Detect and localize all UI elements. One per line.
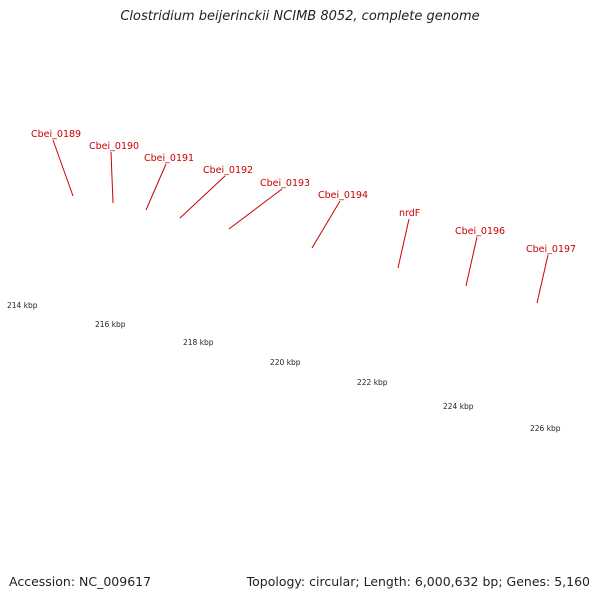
gene-label: nrdF	[399, 208, 420, 219]
gene-leader-line	[536, 254, 549, 304]
gene-label: Cbei_0194	[318, 190, 368, 201]
kbp-label: 218 kbp	[183, 338, 214, 347]
gene-label: Cbei_0189	[31, 129, 81, 140]
kbp-label: 224 kbp	[443, 402, 474, 411]
gene-leader-line	[465, 236, 478, 287]
genome-summary-text: Topology: circular; Length: 6,000,632 bp…	[246, 574, 590, 589]
gene-leader-line	[228, 188, 283, 230]
gene-leader-line	[397, 218, 410, 269]
kbp-label: 220 kbp	[270, 358, 301, 367]
kbp-label: 222 kbp	[357, 378, 388, 387]
gene-leader-line	[311, 200, 341, 249]
kbp-label: 226 kbp	[530, 424, 561, 433]
accession-text: Accession: NC_009617	[9, 574, 152, 589]
gene-label: Cbei_0193	[260, 178, 310, 189]
label-layer: 214 kbp 216 kbp 218 kbp 220 kbp 222 kbp 224 k…	[7, 129, 576, 433]
gene-label: Cbei_0197	[526, 244, 576, 255]
gene-label: Cbei_0192	[203, 165, 253, 176]
gene-leader-line	[110, 151, 114, 204]
map-title: Clostridium beijerinckii NCIMB 8052, com…	[120, 9, 480, 24]
kbp-label: 214 kbp	[7, 301, 38, 310]
gene-label: Cbei_0190	[89, 141, 139, 152]
gene-leader-line	[52, 139, 74, 197]
gene-leader-line	[145, 163, 167, 211]
gene-label: Cbei_0191	[144, 153, 194, 164]
gene-label: Cbei_0196	[455, 226, 505, 237]
kbp-label: 216 kbp	[95, 320, 126, 329]
gene-leader-line	[179, 175, 226, 219]
